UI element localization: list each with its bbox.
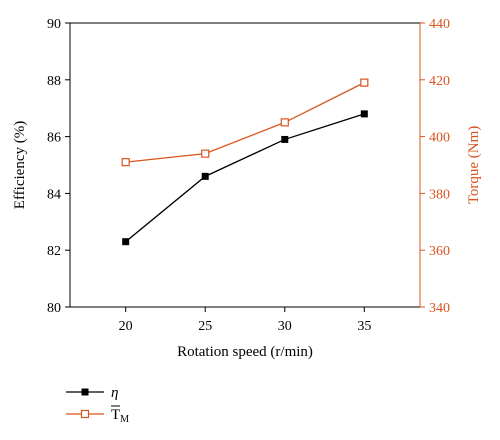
series-1-line <box>125 82 365 163</box>
left-axis-tick-label: 84 <box>47 187 61 202</box>
left-axis-tick-label: 88 <box>47 74 61 89</box>
x-axis: 20 25 30 35 Rotation speed (r/min) <box>119 307 371 360</box>
series-0-point <box>122 238 130 246</box>
right-axis-tick-label: 400 <box>429 131 450 146</box>
legend-1-label-base: T <box>111 407 120 423</box>
series-0-line <box>125 113 365 243</box>
right-axis: 340 360 380 400 420 440 Torque (Nm) <box>420 17 482 316</box>
series-layer <box>121 78 369 246</box>
left-axis-tick-label: 86 <box>47 131 61 146</box>
legend: ηTM <box>66 385 129 425</box>
x-axis-tick-label: 30 <box>278 319 292 334</box>
left-axis-title: Efficiency (%) <box>12 121 28 209</box>
series-0-point <box>201 172 209 180</box>
x-axis-title: Rotation speed (r/min) <box>177 344 313 360</box>
x-axis-tick-label: 20 <box>119 319 133 334</box>
left-axis-tick-label: 90 <box>47 17 61 32</box>
left-axis: 80 82 84 86 88 90 Efficiency (%) <box>12 17 70 316</box>
legend-0-marker <box>81 388 89 396</box>
plot-frame <box>69 22 421 308</box>
left-axis-tick-label: 82 <box>47 244 61 259</box>
legend-1-label: TM <box>111 407 129 425</box>
right-axis-tick-label: 420 <box>429 74 450 89</box>
series-1-point <box>201 149 210 158</box>
legend-1-marker <box>80 409 90 419</box>
right-axis-title: Torque (Nm) <box>466 126 482 205</box>
series-1-point <box>280 118 289 127</box>
legend-0-label: η <box>111 385 118 401</box>
x-axis-tick-label: 25 <box>198 319 212 334</box>
legend-1-label-sub: M <box>120 414 129 425</box>
x-axis-tick-label: 35 <box>357 319 371 334</box>
left-axis-tick-label: 80 <box>47 301 61 316</box>
right-axis-tick-label: 380 <box>429 187 450 202</box>
right-axis-tick-label: 360 <box>429 244 450 259</box>
series-1-point <box>121 158 130 167</box>
right-axis-tick-label: 440 <box>429 17 450 32</box>
series-0-point <box>360 110 368 118</box>
series-0-point <box>281 135 289 143</box>
right-axis-tick-label: 340 <box>429 301 450 316</box>
series-1-point <box>360 78 369 87</box>
